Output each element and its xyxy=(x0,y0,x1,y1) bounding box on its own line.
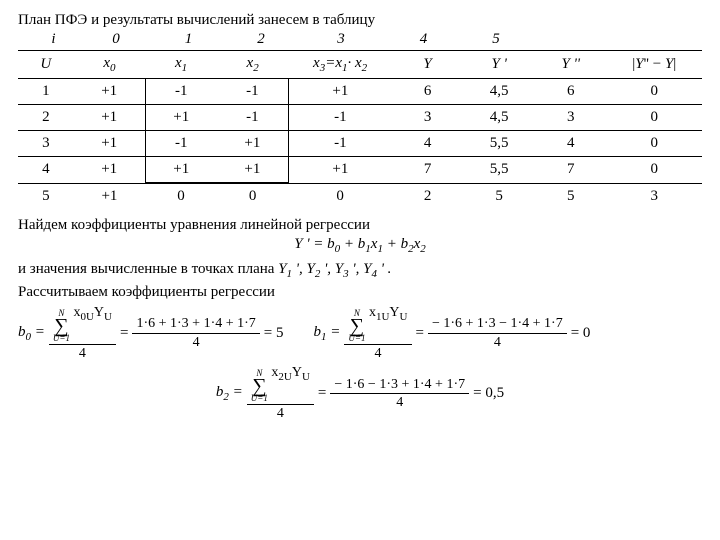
cell: 0 xyxy=(607,79,702,105)
cell: 4,5 xyxy=(463,79,535,105)
paragraph-3: Рассчитываем коэффициенты регрессии xyxy=(18,284,702,301)
cell: -1 xyxy=(145,79,217,105)
cell: +1 xyxy=(288,157,391,184)
cell: -1 xyxy=(145,131,217,157)
cell: 5 xyxy=(535,183,607,209)
index-label: i xyxy=(26,31,81,48)
cell: 3 xyxy=(607,183,702,209)
eq-b0: b0 =N∑U=1 x0UYU4=1·6 + 1·3 + 1·4 + 1·74=… xyxy=(18,305,284,361)
cell: 7 xyxy=(535,157,607,184)
cell: 4 xyxy=(535,131,607,157)
cell: 4 xyxy=(392,131,464,157)
cell: 2 xyxy=(18,105,74,131)
col-header: x0 xyxy=(74,51,146,79)
cell: 5,5 xyxy=(463,131,535,157)
index-label: 5 xyxy=(461,31,531,48)
cell: +1 xyxy=(74,183,146,209)
cell: 6 xyxy=(392,79,464,105)
cell: 5 xyxy=(18,183,74,209)
cell: -1 xyxy=(217,79,289,105)
cell: 0 xyxy=(607,105,702,131)
col-header: U xyxy=(18,51,74,79)
paragraph-2: и значения вычисленные в точках плана Y1… xyxy=(18,261,702,280)
cell: 3 xyxy=(535,105,607,131)
cell: 4 xyxy=(18,157,74,184)
cell: +1 xyxy=(145,157,217,184)
cell: 0 xyxy=(217,183,289,209)
col-header: x1 xyxy=(145,51,217,79)
cell: +1 xyxy=(74,105,146,131)
col-header: Y '' xyxy=(535,51,607,79)
cell: 4,5 xyxy=(463,105,535,131)
cell: -1 xyxy=(288,105,391,131)
cell: 0 xyxy=(288,183,391,209)
cell: 0 xyxy=(607,131,702,157)
cell: +1 xyxy=(74,157,146,184)
col-header: x2 xyxy=(217,51,289,79)
cell: -1 xyxy=(217,105,289,131)
cell: +1 xyxy=(217,157,289,184)
eq-b1: b1 =N∑U=1 x1UYU4=− 1·6 + 1·3 − 1·4 + 1·7… xyxy=(314,305,591,361)
cell: +1 xyxy=(217,131,289,157)
regression-equation: Y ' = b0 + b1x1 + b2x2 xyxy=(18,236,702,255)
cell: +1 xyxy=(145,105,217,131)
cell: 0 xyxy=(607,157,702,184)
cell: +1 xyxy=(288,79,391,105)
col-header: Y xyxy=(392,51,464,79)
index-label: 1 xyxy=(151,31,226,48)
col-header: x3=x1· x2 xyxy=(288,51,391,79)
eq-b0-b1: b0 =N∑U=1 x0UYU4=1·6 + 1·3 + 1·4 + 1·74=… xyxy=(18,305,702,361)
cell: 1 xyxy=(18,79,74,105)
cell: 3 xyxy=(18,131,74,157)
cell: 5,5 xyxy=(463,157,535,184)
pfe-table: Ux0x1x2x3=x1· x2YY 'Y ''|Y'' − Y| 1+1-1-… xyxy=(18,50,702,209)
index-label: 4 xyxy=(386,31,461,48)
paragraph-1: Найдем коэффициенты уравнения линейной р… xyxy=(18,217,702,234)
index-label: 0 xyxy=(81,31,151,48)
cell: +1 xyxy=(74,79,146,105)
cell: 0 xyxy=(145,183,217,209)
col-header: Y ' xyxy=(463,51,535,79)
index-label: 3 xyxy=(296,31,386,48)
cell: 7 xyxy=(392,157,464,184)
cell: 5 xyxy=(463,183,535,209)
cell: 3 xyxy=(392,105,464,131)
eq-b2-row: b2 =N∑U=1 x2UYU4=− 1·6 − 1·3 + 1·4 + 1·7… xyxy=(18,365,702,421)
index-row: i012345 xyxy=(18,31,702,48)
cell: +1 xyxy=(74,131,146,157)
index-label: 2 xyxy=(226,31,296,48)
page-title: План ПФЭ и результаты вычислений занесем… xyxy=(18,12,702,29)
eq-b2: b2 =N∑U=1 x2UYU4=− 1·6 − 1·3 + 1·4 + 1·7… xyxy=(216,365,504,421)
col-header: |Y'' − Y| xyxy=(607,51,702,79)
cell: 2 xyxy=(392,183,464,209)
cell: -1 xyxy=(288,131,391,157)
cell: 6 xyxy=(535,79,607,105)
